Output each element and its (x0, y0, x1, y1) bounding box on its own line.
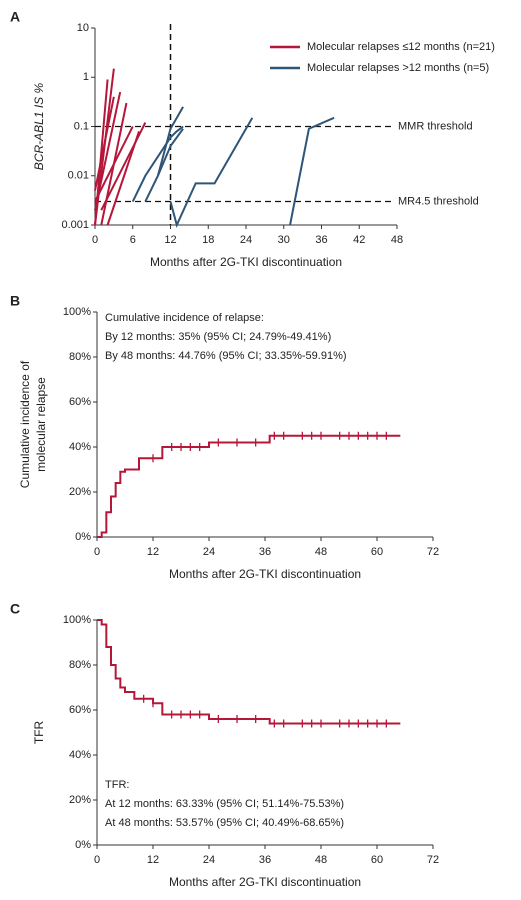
x-tick-label: 24 (203, 546, 215, 558)
relapse-line (94, 91, 122, 211)
y-tick-label: 40% (69, 441, 91, 453)
panel-label: A (10, 9, 20, 25)
x-axis-label: Months after 2G-TKI discontinuation (169, 567, 361, 581)
y-tick-label: 0.1 (74, 120, 89, 132)
x-tick-label: 12 (147, 854, 159, 866)
relapse-line (156, 128, 184, 177)
x-axis-label: Months after 2G-TKI discontinuation (150, 255, 342, 269)
y-tick-label: 80% (69, 351, 91, 363)
relapse-line (100, 122, 147, 211)
annotation: At 48 months: 53.57% (95% CI; 40.49%-68.… (105, 817, 344, 829)
panel-label: C (10, 601, 20, 617)
y-axis-label: Cumulative incidence of (18, 360, 32, 488)
relapse-line (106, 130, 140, 226)
relapse-line (94, 126, 134, 202)
x-tick-label: 30 (278, 234, 290, 246)
x-tick-label: 6 (130, 234, 136, 246)
x-tick-label: 24 (203, 854, 215, 866)
y-tick-label: 80% (69, 659, 91, 671)
x-tick-label: 60 (371, 854, 383, 866)
panel-label: B (10, 293, 20, 309)
x-tick-label: 48 (315, 854, 327, 866)
x-tick-label: 60 (371, 546, 383, 558)
x-tick-label: 42 (353, 234, 365, 246)
annotation: At 12 months: 63.33% (95% CI; 51.14%-75.… (105, 798, 344, 810)
step-curve (97, 619, 401, 725)
y-tick-label: 100% (63, 306, 91, 318)
x-tick-label: 48 (391, 234, 403, 246)
annotation: Cumulative incidence of relapse: (105, 312, 264, 324)
annotation: By 48 months: 44.76% (95% CI; 33.35%-59.… (105, 350, 347, 362)
annotation: TFR: (105, 779, 129, 791)
y-axis-label: molecular relapse (34, 377, 48, 472)
x-tick-label: 12 (164, 234, 176, 246)
y-tick-label: 60% (69, 396, 91, 408)
y-tick-label: 0% (75, 839, 91, 851)
legend-label: Molecular relapses >12 months (n=5) (307, 62, 489, 74)
threshold-label: MR4.5 threshold (398, 195, 479, 207)
y-tick-label: 1 (83, 71, 89, 83)
y-tick-label: 40% (69, 749, 91, 761)
y-tick-label: 20% (69, 486, 91, 498)
annotation: By 12 months: 35% (95% CI; 24.79%-49.41%… (105, 331, 331, 343)
y-tick-label: 0.001 (61, 219, 89, 231)
x-tick-label: 0 (94, 854, 100, 866)
y-axis-label: BCR-ABL1 IS % (32, 82, 46, 170)
threshold-label: MMR threshold (398, 120, 473, 132)
y-tick-label: 60% (69, 704, 91, 716)
x-tick-label: 36 (315, 234, 327, 246)
x-tick-label: 48 (315, 546, 327, 558)
x-tick-label: 36 (259, 854, 271, 866)
y-tick-label: 0% (75, 531, 91, 543)
x-axis-label: Months after 2G-TKI discontinuation (169, 875, 361, 889)
relapse-line (94, 96, 115, 191)
y-tick-label: 10 (77, 22, 89, 34)
relapse-line (144, 106, 184, 202)
x-tick-label: 0 (94, 546, 100, 558)
y-tick-label: 20% (69, 794, 91, 806)
step-curve (97, 434, 401, 538)
x-tick-label: 24 (240, 234, 252, 246)
x-tick-label: 36 (259, 546, 271, 558)
y-tick-label: 100% (63, 614, 91, 626)
x-tick-label: 72 (427, 546, 439, 558)
relapse-line (289, 116, 335, 226)
legend-label: Molecular relapses ≤12 months (n=21) (307, 41, 495, 53)
relapse-line (131, 125, 184, 202)
x-tick-label: 0 (92, 234, 98, 246)
x-tick-label: 12 (147, 546, 159, 558)
x-tick-label: 72 (427, 854, 439, 866)
y-tick-label: 0.01 (68, 170, 89, 182)
y-axis-label: TFR (32, 721, 46, 745)
relapse-line (169, 117, 254, 228)
x-tick-label: 18 (202, 234, 214, 246)
